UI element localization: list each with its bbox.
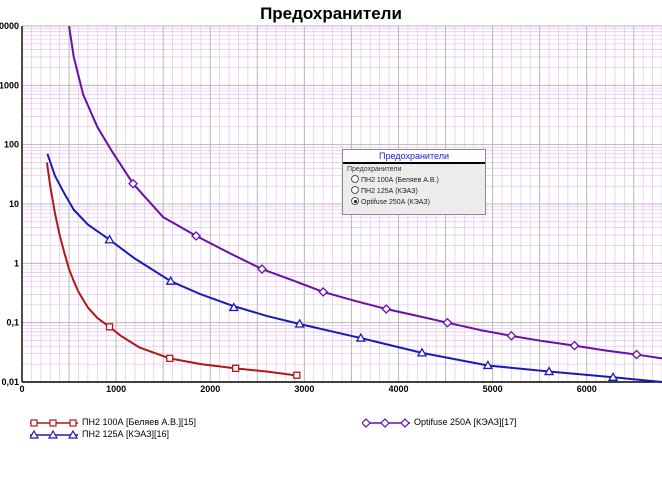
axes — [21, 26, 662, 383]
legend-label: ПН2 100А [Беляев А.В.][15] — [82, 417, 197, 427]
x-tick-label: 3000 — [294, 384, 314, 394]
series-layer — [45, 25, 662, 383]
series-0-marker — [166, 354, 174, 363]
fuse-option-pn2-125[interactable]: ПН2 125А (КЭАЗ) — [343, 186, 485, 197]
series-2-marker — [506, 330, 517, 341]
fuse-selector-group-label: Предохранители — [347, 166, 402, 173]
legend-item-pn2-125: ПН2 125А [КЭАЗ][16] — [28, 428, 170, 440]
series-2-marker — [257, 264, 267, 275]
y-tick-label: 100 — [4, 140, 19, 150]
legend-triangle-marker-icon — [28, 429, 79, 439]
y-tick-label: 0,01 — [1, 377, 19, 387]
series-0-marker — [105, 323, 114, 331]
fuse-option-label: ПН2 125А (КЭАЗ) — [361, 188, 418, 195]
radio-selected-icon[interactable] — [351, 197, 359, 206]
series-2-marker — [569, 340, 580, 351]
x-tick-label: 5000 — [483, 384, 503, 394]
series-1-marker — [416, 347, 428, 357]
y-tick-label: 1000 — [0, 80, 19, 90]
radio-icon[interactable] — [351, 186, 359, 195]
fuse-selector-panel: Предохранители Предохранители ПН2 100А (… — [342, 149, 486, 215]
series-line-0 — [45, 162, 296, 377]
x-tick-label: 4000 — [388, 384, 408, 394]
legend-label: ПН2 125А [КЭАЗ][16] — [82, 429, 170, 439]
series-2-marker — [442, 317, 453, 328]
radio-icon[interactable] — [351, 175, 359, 184]
fuse-selector-title: Предохранители — [343, 150, 485, 164]
fuse-option-optifuse-250[interactable]: Optifuse 250А (КЭАЗ) — [343, 197, 485, 208]
series-1-marker — [294, 318, 305, 328]
legend-item-optifuse-250: Optifuse 250А [КЭАЗ][17] — [361, 416, 517, 428]
series-1-marker — [104, 234, 115, 244]
x-tick-label: 0 — [19, 384, 24, 394]
series-2-marker — [318, 286, 329, 297]
series-1-marker — [228, 302, 239, 312]
fuse-option-label: Optifuse 250А (КЭАЗ) — [361, 199, 430, 206]
fuse-option-label: ПН2 100А (Беляев А.В.) — [361, 177, 439, 184]
series-1-marker — [482, 360, 494, 370]
legend-diamond-marker-icon — [361, 417, 410, 428]
series-line-1 — [46, 153, 662, 383]
series-1-marker — [355, 332, 366, 342]
series-2-marker — [631, 349, 642, 360]
legend-label: Optifuse 250А [КЭАЗ][17] — [414, 417, 517, 427]
y-tick-label: 0,1 — [6, 318, 19, 328]
series-2-marker — [191, 230, 202, 241]
series-2-marker — [128, 178, 138, 189]
series-0-marker — [293, 371, 301, 379]
y-tick-label: 10 — [9, 199, 19, 209]
legend-item-pn2-100: ПН2 100А [Беляев А.В.][15] — [30, 416, 196, 428]
y-tick-label: 1 — [14, 258, 19, 268]
legend-square-marker-icon — [30, 419, 78, 427]
x-tick-label: 2000 — [200, 384, 220, 394]
series-0-marker — [231, 364, 240, 372]
x-tick-label: 6000 — [577, 384, 597, 394]
chart-title: Предохранители — [260, 4, 402, 23]
series-1-marker — [543, 366, 555, 376]
series-1-marker — [607, 371, 619, 381]
series-2-marker — [381, 304, 392, 314]
x-tick-label: 1000 — [106, 384, 126, 394]
tick-labels: 0 1000 2000 3000 4000 5000 6000 0,01 0,1 1 10 100 10… — [0, 21, 597, 394]
fuse-option-pn2-100[interactable]: ПН2 100А (Беляев А.В.) — [343, 175, 485, 186]
series-1-marker — [165, 275, 176, 285]
